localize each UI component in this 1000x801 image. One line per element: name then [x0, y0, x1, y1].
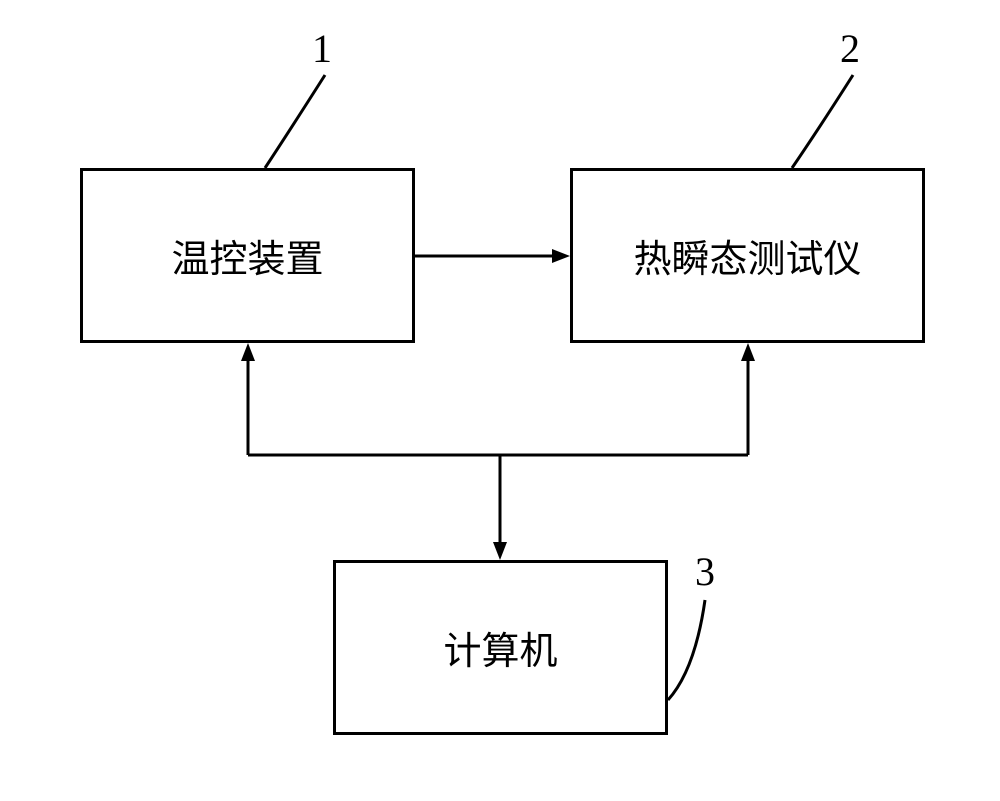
node-label: 热瞬态测试仪 [633, 228, 861, 283]
arrowhead-icon [241, 343, 255, 361]
arrowhead-icon [552, 249, 570, 263]
node-temperature-control: 温控装置 [80, 168, 415, 343]
leader-curve-3 [668, 600, 705, 700]
arrowhead-icon [493, 542, 507, 560]
node-number-1: 1 [312, 25, 332, 72]
node-number-2: 2 [840, 25, 860, 72]
node-thermal-transient-tester: 热瞬态测试仪 [570, 168, 925, 343]
node-computer: 计算机 [333, 560, 668, 735]
arrowhead-icon [741, 343, 755, 361]
node-label: 温控装置 [171, 228, 323, 283]
diagram-canvas: 温控装置 1 热瞬态测试仪 2 计算机 3 [0, 0, 1000, 801]
leader-curve-2 [792, 75, 853, 168]
node-label: 计算机 [443, 620, 557, 675]
node-number-3: 3 [695, 548, 715, 595]
leader-curve-1 [265, 75, 325, 168]
